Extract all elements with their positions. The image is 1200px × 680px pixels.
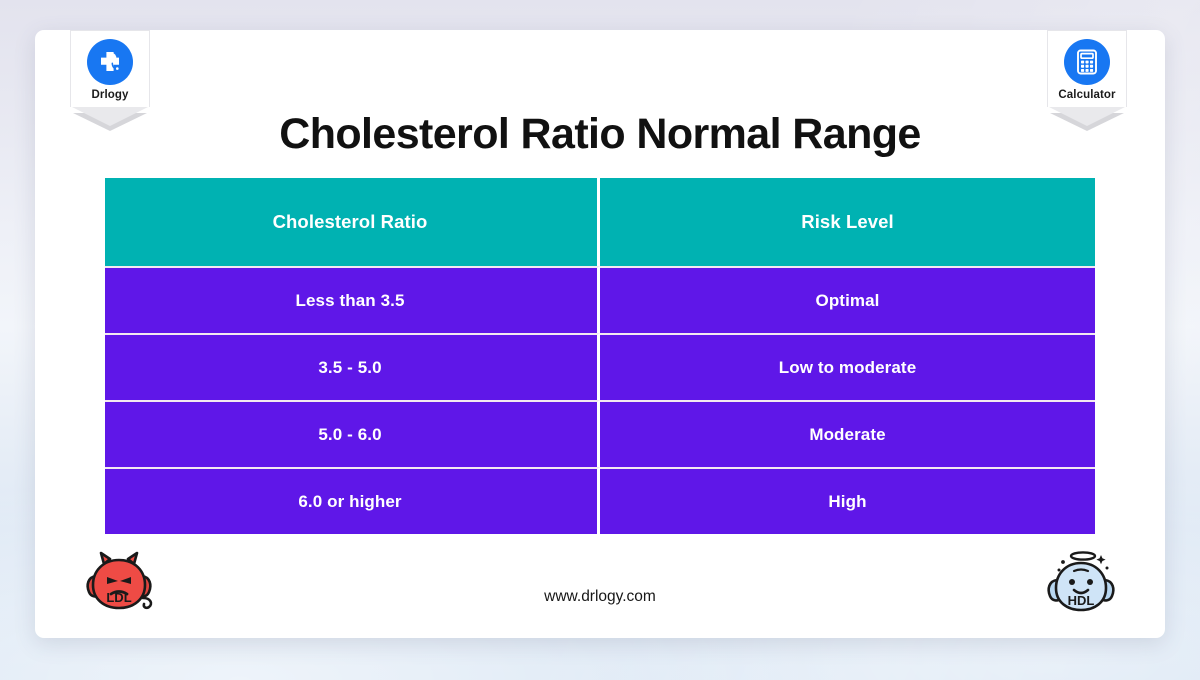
calculator-icon — [1064, 39, 1110, 85]
medical-cross-stethoscope-icon — [87, 39, 133, 85]
table-row: 3.5 - 5.0 Low to moderate — [105, 333, 1095, 400]
drlogy-badge[interactable]: Drlogy — [70, 30, 150, 132]
cell-risk: High — [600, 467, 1095, 534]
ldl-devil-mascot: LDL — [77, 546, 161, 620]
cell-risk: Moderate — [600, 400, 1095, 467]
table-row: 5.0 - 6.0 Moderate — [105, 400, 1095, 467]
column-header-cholesterol-ratio: Cholesterol Ratio — [105, 178, 600, 266]
cell-ratio: Less than 3.5 — [105, 266, 600, 333]
cell-ratio: 3.5 - 5.0 — [105, 333, 600, 400]
cell-risk: Optimal — [600, 266, 1095, 333]
cell-risk: Low to moderate — [600, 333, 1095, 400]
hdl-mascot-label: HDL — [1068, 593, 1095, 608]
cholesterol-ratio-table: Cholesterol Ratio Risk Level Less than 3… — [105, 178, 1095, 534]
hdl-angel-mascot: HDL — [1039, 546, 1123, 620]
drlogy-badge-label: Drlogy — [91, 89, 129, 101]
ldl-mascot-label: LDL — [106, 590, 131, 605]
cell-ratio: 5.0 - 6.0 — [105, 400, 600, 467]
badge-ribbon-tail — [70, 106, 150, 132]
footer-website-url: www.drlogy.com — [544, 588, 656, 605]
table-header-row: Cholesterol Ratio Risk Level — [105, 178, 1095, 266]
page-title: Cholesterol Ratio Normal Range — [279, 110, 921, 158]
cell-ratio: 6.0 or higher — [105, 467, 600, 534]
calculator-badge-label: Calculator — [1058, 89, 1116, 101]
column-header-risk-level: Risk Level — [600, 178, 1095, 266]
calculator-badge[interactable]: Calculator — [1047, 30, 1127, 132]
calculator-badge-body: Calculator — [1047, 30, 1127, 107]
badge-ribbon-tail — [1047, 106, 1127, 132]
table-row: 6.0 or higher High — [105, 467, 1095, 534]
content-card: Drlogy — [35, 30, 1165, 638]
table-row: Less than 3.5 Optimal — [105, 266, 1095, 333]
drlogy-badge-body: Drlogy — [70, 30, 150, 107]
